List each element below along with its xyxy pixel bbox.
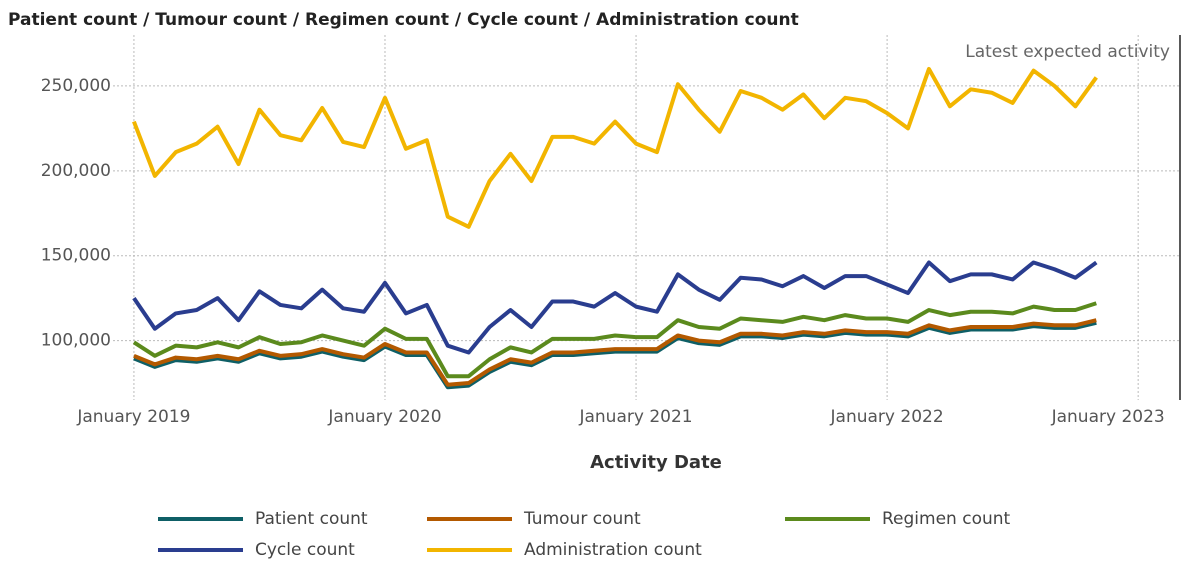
legend-label: Patient count xyxy=(255,509,368,529)
chart-title: Patient count / Tumour count / Regimen c… xyxy=(8,10,799,30)
x-tick-label: January 2023 xyxy=(1051,407,1165,427)
legend-label: Cycle count xyxy=(255,540,355,560)
series-line xyxy=(132,301,1097,379)
series-line xyxy=(133,320,1097,390)
series-line xyxy=(132,260,1098,355)
y-tick-label: 200,000 xyxy=(41,161,111,181)
annotation: Latest expected activity xyxy=(965,42,1170,62)
y-tick-label: 100,000 xyxy=(41,331,111,351)
x-axis-label: Activity Date xyxy=(590,452,722,473)
series-line xyxy=(132,66,1098,229)
legend-label: Regimen count xyxy=(882,509,1011,529)
y-tick-label: 150,000 xyxy=(41,246,111,266)
y-tick-label: 250,000 xyxy=(41,76,111,96)
x-tick-label: January 2019 xyxy=(76,407,190,427)
series-line xyxy=(133,318,1097,387)
x-tick-label: January 2022 xyxy=(830,407,944,427)
x-tick-label: January 2021 xyxy=(578,407,692,427)
legend-label: Tumour count xyxy=(523,509,641,529)
x-tick-label: January 2020 xyxy=(327,407,441,427)
legend-label: Administration count xyxy=(524,540,702,560)
